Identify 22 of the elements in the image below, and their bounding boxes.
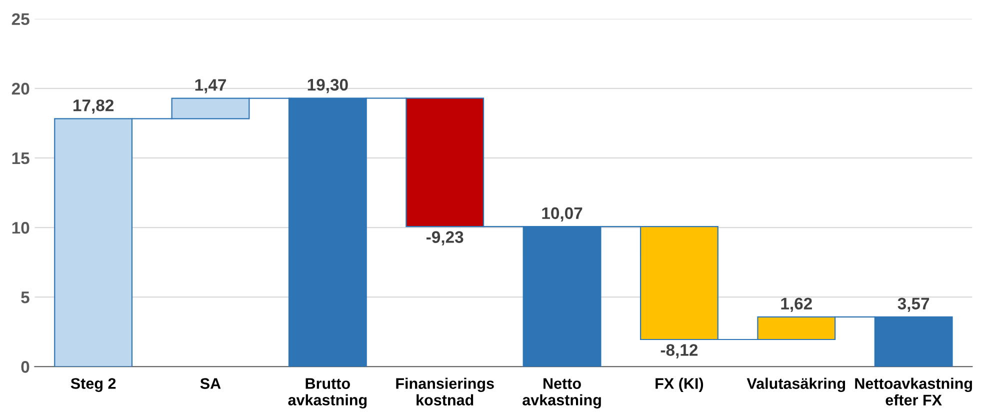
y-tick-label: 10 bbox=[12, 222, 30, 234]
x-tick-label: Steg 2 bbox=[70, 378, 116, 392]
y-tick-label: 20 bbox=[12, 82, 30, 95]
y-tick-label: 25 bbox=[12, 13, 30, 26]
x-tick-label: Brutto avkastning bbox=[288, 378, 367, 408]
y-tick-label: 15 bbox=[12, 152, 30, 164]
x-tick-label: Nettoavkastning efter FX bbox=[855, 378, 972, 406]
x-tick-label: Valutasäkring bbox=[746, 378, 846, 392]
data-label: -8,12 bbox=[660, 344, 698, 358]
data-label: 3,57 bbox=[898, 298, 930, 312]
x-tick-label: SA bbox=[200, 378, 221, 389]
data-label: 10,07 bbox=[542, 207, 582, 222]
y-tick-label: 5 bbox=[21, 292, 30, 304]
data-label: -9,23 bbox=[426, 231, 464, 246]
data-label: 1,47 bbox=[195, 79, 226, 94]
data-label: 19,30 bbox=[308, 78, 348, 94]
data-label: 1,62 bbox=[781, 298, 812, 312]
data-label: 17,82 bbox=[74, 99, 114, 114]
x-tick-label: FX (KI) bbox=[656, 378, 704, 392]
y-tick-label: 0 bbox=[21, 361, 30, 373]
x-tick-label: Netto avkastning bbox=[522, 378, 601, 408]
x-tick-label: Finansierings kostnad bbox=[396, 378, 494, 406]
